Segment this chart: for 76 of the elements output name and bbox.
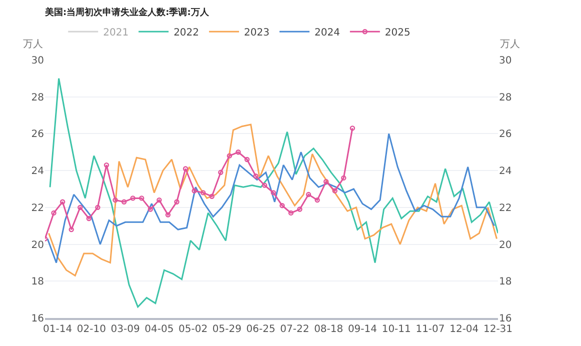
point <box>306 192 312 198</box>
point <box>104 162 110 168</box>
y2-axis-title: 万人 <box>500 39 520 50</box>
y2-tick-label: 24 <box>499 166 512 178</box>
y2-tick-label: 22 <box>499 202 512 214</box>
legend-label: 2023 <box>244 28 270 39</box>
point <box>192 188 197 194</box>
point <box>209 194 214 199</box>
point <box>200 190 206 196</box>
point <box>156 197 162 203</box>
y-tick-label: 30 <box>31 56 44 66</box>
point <box>244 156 250 162</box>
legend-label: 2025 <box>384 28 410 39</box>
y-tick-label: 16 <box>31 314 44 324</box>
point <box>165 212 171 218</box>
y-tick-label: 20 <box>31 240 44 251</box>
point <box>280 202 285 208</box>
y-tick-label: 22 <box>31 202 44 214</box>
y2-tick-label: 28 <box>499 92 512 104</box>
y-tick-label: 18 <box>31 276 44 288</box>
point <box>68 226 74 232</box>
y2-tick-label: 26 <box>499 129 512 140</box>
point <box>130 196 136 201</box>
x-tick-label: 12-04 <box>450 324 479 335</box>
y-tick-label: 28 <box>31 92 44 104</box>
point <box>218 170 224 176</box>
x-tick-label: 05-02 <box>178 324 208 335</box>
point <box>350 126 356 131</box>
x-tick-label: 09-14 <box>348 324 378 335</box>
y-axis-title: 万人 <box>23 39 43 50</box>
y2-tick-label: 18 <box>499 276 512 288</box>
y-tick-label: 26 <box>31 129 44 140</box>
y2-tick-label: 30 <box>499 56 512 66</box>
x-tick-label: 02-10 <box>76 324 106 335</box>
point <box>236 150 241 155</box>
point <box>139 196 144 201</box>
x-tick-label: 12-31 <box>483 324 513 335</box>
point <box>297 206 302 212</box>
y-tick-label: 24 <box>31 166 44 178</box>
line-series <box>48 124 498 276</box>
x-tick-label: 04-05 <box>144 324 174 335</box>
line-series <box>46 132 495 264</box>
point <box>288 210 294 216</box>
line-series <box>49 78 498 308</box>
point <box>148 206 154 212</box>
x-tick-label: 01-14 <box>43 324 72 335</box>
y2-tick-label: 20 <box>499 240 512 251</box>
point <box>51 210 56 216</box>
point <box>86 216 92 222</box>
point <box>78 204 83 210</box>
x-tick-label: 03-09 <box>110 324 140 335</box>
x-tick-label: 07-22 <box>280 324 310 335</box>
point <box>270 190 276 196</box>
legend-label: 2022 <box>174 28 200 39</box>
point <box>314 197 320 203</box>
point <box>262 182 268 188</box>
x-tick-label: 08-18 <box>314 324 344 335</box>
point <box>182 166 188 172</box>
point <box>121 199 127 204</box>
point <box>253 174 258 179</box>
point <box>95 204 100 210</box>
point <box>112 197 118 203</box>
legend-label: 2024 <box>314 28 340 39</box>
point <box>323 179 329 184</box>
point <box>226 153 232 158</box>
point <box>341 175 346 181</box>
x-tick-label: 10-11 <box>382 324 411 335</box>
point <box>60 199 66 204</box>
point <box>174 199 180 204</box>
x-tick-label: 06-25 <box>246 324 276 335</box>
legend-label: 2021 <box>103 28 129 39</box>
x-tick-label: 11-07 <box>416 324 445 335</box>
y2-tick-label: 16 <box>499 314 512 324</box>
point <box>332 188 338 194</box>
chart-title: 美国:当周初次申请失业金人数:季调:万人 <box>44 6 210 18</box>
x-tick-label: 05-29 <box>212 324 242 335</box>
